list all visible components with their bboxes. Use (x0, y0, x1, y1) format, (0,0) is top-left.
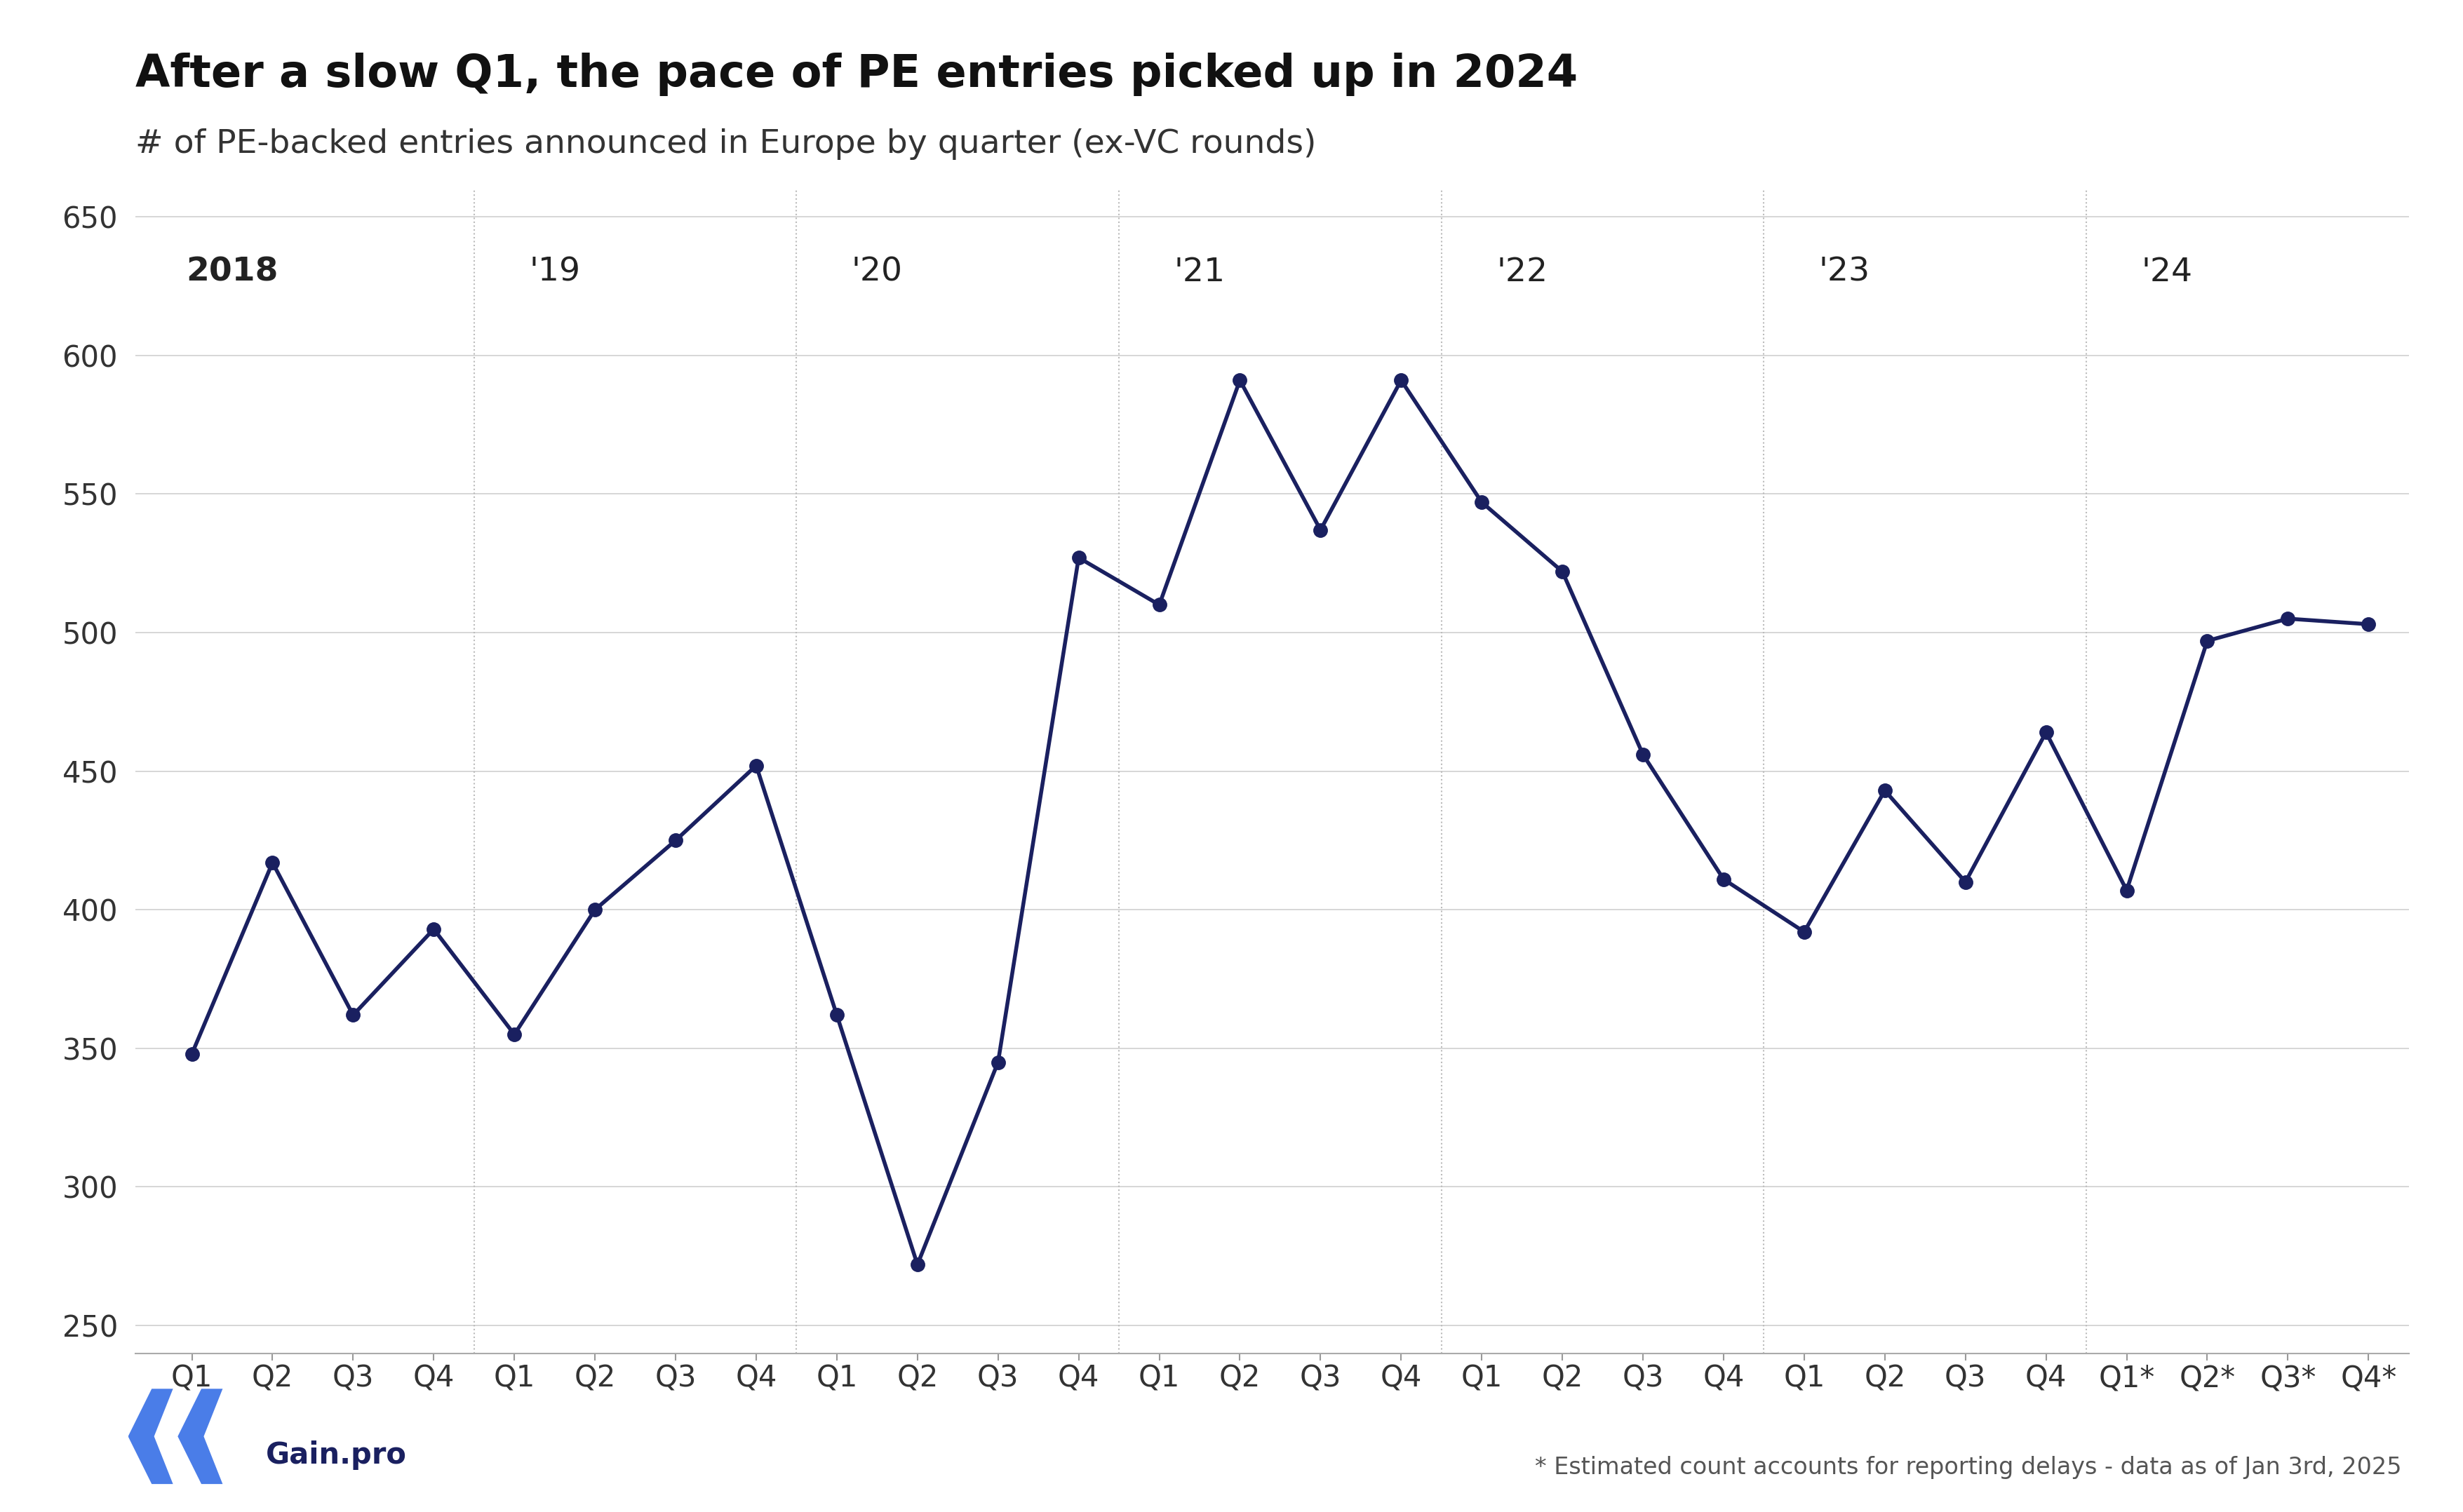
Text: '24: '24 (2140, 257, 2192, 287)
Text: # of PE-backed entries announced in Europe by quarter (ex-VC rounds): # of PE-backed entries announced in Euro… (135, 129, 1315, 160)
Text: '22: '22 (1498, 257, 1547, 287)
Text: '19: '19 (530, 257, 581, 287)
Text: '20: '20 (852, 257, 904, 287)
Text: '21: '21 (1175, 257, 1224, 287)
Polygon shape (128, 1388, 172, 1485)
Text: After a slow Q1, the pace of PE entries picked up in 2024: After a slow Q1, the pace of PE entries … (135, 53, 1579, 97)
Text: * Estimated count accounts for reporting delays - data as of Jan 3rd, 2025: * Estimated count accounts for reporting… (1534, 1456, 2401, 1479)
Polygon shape (177, 1388, 222, 1485)
Text: 2018: 2018 (187, 257, 278, 287)
Text: '23: '23 (1818, 257, 1869, 287)
Text: Gain.pro: Gain.pro (266, 1441, 406, 1470)
